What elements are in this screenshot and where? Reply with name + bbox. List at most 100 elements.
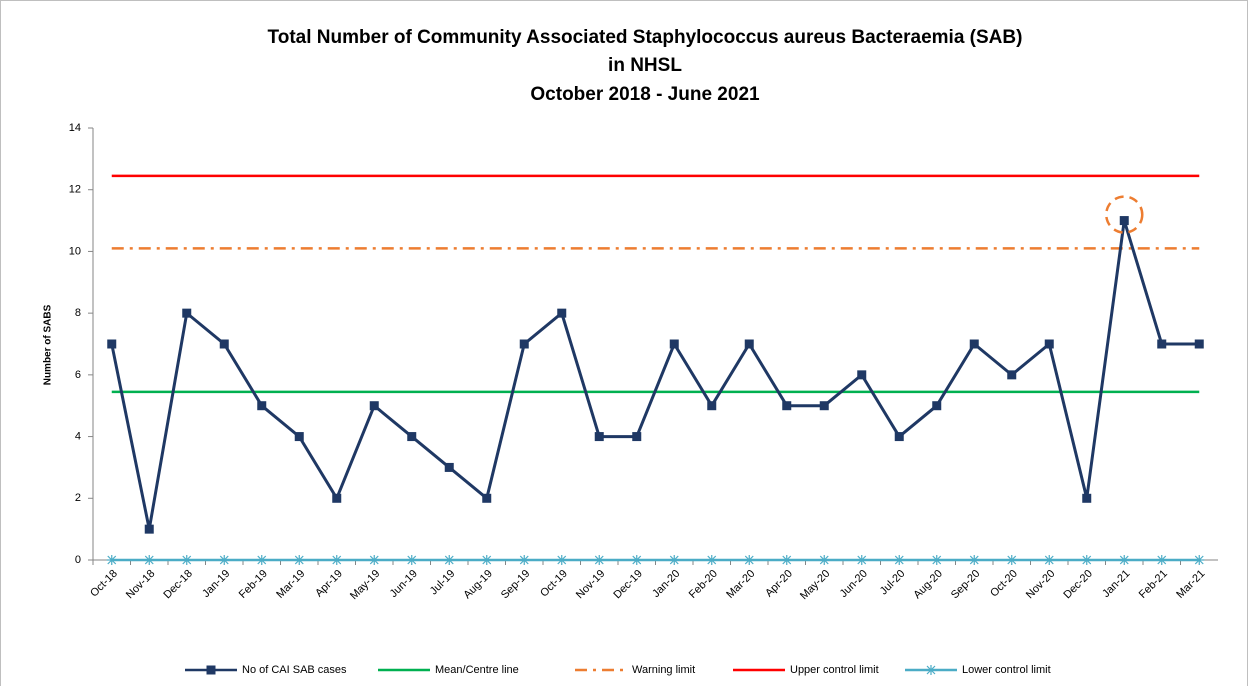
marker — [594, 555, 605, 565]
chart-title: in NHSL — [608, 55, 682, 76]
marker — [369, 555, 380, 565]
marker — [182, 308, 192, 318]
x-tick-label: Nov-18 — [124, 568, 158, 602]
x-tick-label: Jul-19 — [428, 568, 458, 598]
x-tick-label: Apr-19 — [313, 568, 345, 600]
y-tick-label: 2 — [75, 492, 81, 504]
marker — [1044, 339, 1054, 349]
marker — [707, 401, 717, 411]
x-tick-label: Sep-19 — [499, 568, 533, 602]
chart-title: Total Number of Community Associated Sta… — [268, 27, 1023, 48]
marker — [369, 401, 379, 411]
marker — [894, 432, 904, 442]
marker — [669, 555, 680, 565]
x-tick-label: Mar-19 — [274, 568, 307, 601]
marker — [1194, 555, 1205, 565]
legend-label: Lower control limit — [962, 664, 1051, 676]
marker — [444, 462, 454, 472]
x-tick-label: Feb-21 — [1137, 568, 1170, 601]
x-tick-label: Oct-19 — [538, 568, 570, 600]
marker — [206, 665, 216, 675]
x-tick-label: Feb-20 — [687, 568, 720, 601]
marker — [294, 432, 304, 442]
marker — [1007, 370, 1017, 380]
x-tick-label: Jun-20 — [838, 568, 870, 600]
marker — [781, 555, 792, 565]
marker — [926, 665, 936, 675]
x-tick-label: Jul-20 — [878, 568, 908, 598]
x-tick-label: Feb-19 — [237, 568, 270, 601]
x-tick-label: Mar-21 — [1174, 568, 1207, 601]
marker — [1156, 555, 1167, 565]
marker — [669, 339, 679, 349]
x-tick-label: Nov-19 — [574, 568, 608, 602]
legend-label: Upper control limit — [790, 664, 879, 676]
x-tick-label: Apr-20 — [763, 568, 795, 600]
marker — [1082, 493, 1092, 503]
y-tick-label: 14 — [69, 122, 81, 134]
marker — [519, 339, 529, 349]
marker — [856, 555, 867, 565]
y-tick-label: 8 — [75, 307, 81, 319]
marker — [1044, 555, 1055, 565]
marker — [632, 432, 642, 442]
y-tick-label: 0 — [75, 554, 81, 566]
marker — [519, 555, 530, 565]
x-tick-label: Dec-18 — [161, 568, 195, 602]
marker — [819, 555, 830, 565]
marker — [407, 432, 417, 442]
marker — [969, 555, 980, 565]
marker — [894, 555, 905, 565]
y-tick-label: 6 — [75, 369, 81, 381]
x-tick-label: Oct-20 — [988, 568, 1020, 600]
marker — [556, 555, 567, 565]
marker — [106, 555, 117, 565]
x-tick-label: Dec-19 — [611, 568, 645, 602]
marker — [1081, 555, 1092, 565]
x-tick-label: Oct-18 — [88, 568, 120, 600]
marker — [257, 401, 267, 411]
marker — [744, 555, 755, 565]
x-tick-label: Jan-20 — [650, 568, 682, 600]
marker — [857, 370, 867, 380]
y-axis-label: Number of SABS — [43, 304, 54, 385]
marker — [444, 555, 455, 565]
highlight-ring — [1105, 195, 1144, 234]
marker — [819, 401, 829, 411]
x-tick-label: Aug-19 — [461, 568, 495, 602]
marker — [219, 555, 230, 565]
x-tick-label: Dec-20 — [1061, 568, 1095, 602]
marker — [1119, 555, 1130, 565]
marker — [706, 555, 717, 565]
marker — [1006, 555, 1017, 565]
x-tick-label: Aug-20 — [911, 568, 945, 602]
marker — [332, 493, 342, 503]
marker — [181, 555, 192, 565]
chart-title: October 2018 - June 2021 — [530, 84, 760, 105]
marker — [294, 555, 305, 565]
marker — [1194, 339, 1204, 349]
x-tick-label: Jan-19 — [200, 568, 232, 600]
y-tick-label: 4 — [75, 430, 81, 442]
marker — [482, 493, 492, 503]
marker — [594, 432, 604, 442]
marker — [256, 555, 267, 565]
marker — [331, 555, 342, 565]
marker — [969, 339, 979, 349]
series-line — [110, 220, 1200, 530]
marker — [144, 555, 155, 565]
marker — [931, 555, 942, 565]
x-tick-label: Nov-20 — [1024, 568, 1058, 602]
legend-label: Warning limit — [632, 664, 695, 676]
legend-label: Mean/Centre line — [435, 664, 519, 676]
marker — [406, 555, 417, 565]
x-tick-label: Sep-20 — [949, 568, 983, 602]
x-tick-label: May-20 — [798, 568, 832, 602]
marker — [744, 339, 754, 349]
marker — [1157, 339, 1167, 349]
y-tick-label: 10 — [69, 245, 81, 257]
marker — [932, 401, 942, 411]
marker — [557, 308, 567, 318]
marker — [1119, 216, 1129, 226]
